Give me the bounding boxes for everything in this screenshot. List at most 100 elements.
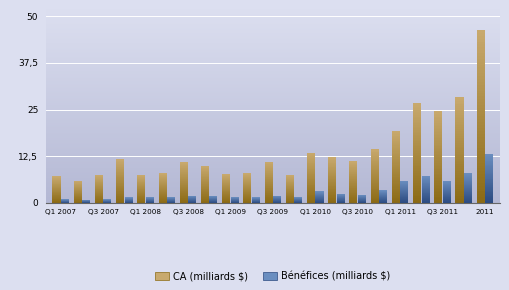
Bar [222,189,230,190]
Bar [73,186,81,187]
Bar [328,182,335,183]
Bar [455,104,463,106]
Bar [484,199,492,200]
Bar [400,196,408,197]
Bar [412,122,420,123]
Bar [306,176,315,177]
Bar [201,188,209,189]
Bar [391,154,399,155]
Bar [421,180,429,181]
Bar [484,198,492,199]
Bar [116,168,124,169]
Bar [476,142,484,145]
Bar [95,196,103,197]
Bar [349,176,357,177]
Bar [484,164,492,165]
Bar [412,163,420,165]
Bar [349,162,357,163]
Bar [455,201,463,203]
Bar [433,152,441,154]
Bar [442,186,450,187]
Bar [116,167,124,168]
Bar [421,197,429,198]
Bar [95,202,103,203]
Bar [370,175,378,176]
Bar [285,193,293,194]
Bar [328,193,335,194]
Bar [400,187,408,188]
Bar [116,173,124,174]
Bar [137,200,145,201]
Bar [433,118,441,120]
Bar [476,79,484,82]
Bar [179,171,187,172]
Bar [455,175,463,177]
Bar [306,168,315,169]
Bar [433,155,441,157]
Bar [391,185,399,186]
Bar [455,147,463,148]
Bar [412,178,420,180]
Bar [349,166,357,167]
Bar [370,149,378,150]
Bar [158,173,166,174]
Bar [455,200,463,201]
Bar [442,199,450,200]
Bar [158,197,166,198]
Bar [476,183,484,186]
Bar [349,164,357,165]
Bar [455,152,463,154]
Bar [116,174,124,175]
Bar [370,155,378,156]
Bar [433,146,441,148]
Bar [137,193,145,194]
Bar [179,176,187,177]
Bar [463,186,471,187]
Bar [476,174,484,177]
Bar [158,183,166,184]
Bar [433,164,441,166]
Bar [442,194,450,195]
Bar [179,183,187,184]
Bar [421,186,429,187]
Bar [95,189,103,190]
Bar [285,195,293,196]
Bar [463,184,471,185]
Bar [433,186,441,188]
Bar [455,198,463,200]
Bar [370,186,378,187]
Bar [349,200,357,201]
Bar [349,165,357,166]
Bar [412,193,420,195]
Bar [484,191,492,192]
Bar [370,163,378,164]
Bar [391,192,399,193]
Bar [306,181,315,182]
Bar [484,165,492,166]
Bar [349,196,357,197]
Bar [285,190,293,191]
Bar [73,199,81,200]
Bar [306,198,315,199]
Bar [391,163,399,164]
Bar [370,201,378,202]
Bar [476,114,484,117]
Bar [116,172,124,173]
Bar [201,179,209,180]
Bar [349,169,357,170]
Bar [412,170,420,171]
Bar [476,90,484,93]
Bar [264,197,272,198]
Bar [73,196,81,197]
Bar [455,193,463,194]
Bar [476,88,484,90]
Bar [442,184,450,185]
Bar [179,172,187,173]
Bar [73,194,81,195]
Bar [412,148,420,150]
Bar [73,195,81,196]
Bar [370,179,378,180]
Bar [421,191,429,192]
Bar [433,140,441,142]
Bar [201,176,209,177]
